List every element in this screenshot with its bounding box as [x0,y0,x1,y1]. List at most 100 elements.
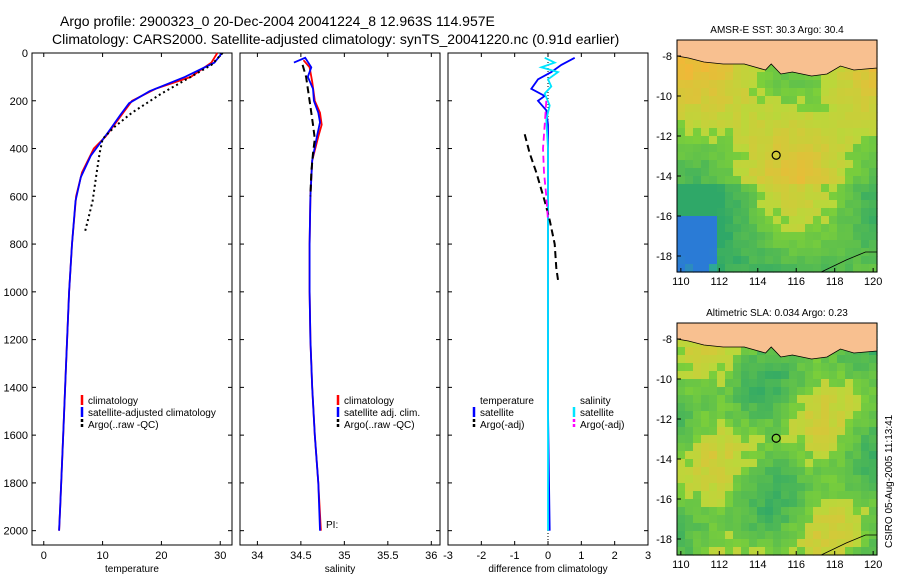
sst-lon-label: 120 [864,276,882,288]
sla-cell [725,411,734,420]
sla-cell [821,507,830,516]
sla-cell [701,355,710,364]
sla-cell [749,435,758,444]
sla-cell [781,531,790,540]
sla-cell [749,379,758,388]
sst-cell [749,104,758,113]
sst-cell [757,96,766,105]
sla-cell [741,403,750,412]
sst-map-title: AMSR-E SST: 30.3 Argo: 30.4 [710,25,844,36]
sst-cell [709,88,718,97]
sst-cell [837,144,846,153]
sst-cell [757,128,766,137]
sst-cell [749,128,758,137]
sla-cell [757,515,766,524]
salinity-annotation: PI: [326,520,338,531]
sla-cell [789,507,798,516]
sst-cell [797,184,806,193]
sst-cell [677,208,686,217]
difference-xtick-label: -1 [510,550,520,562]
sla-cell [709,347,718,356]
sla-cell [829,515,838,524]
sst-cell [757,232,766,241]
sst-cell [829,224,838,233]
sst-cell [789,184,798,193]
sla-cell [773,371,782,380]
sla-cell [861,459,870,468]
sst-cell [789,216,798,225]
sst-cell [845,176,854,185]
sla-cell [741,371,750,380]
sst-cell [717,208,726,217]
sla-cell [709,395,718,404]
sla-cell [805,467,814,476]
sst-cell [797,240,806,249]
sst-cell [709,256,718,265]
sla-cell [693,491,702,500]
depth-tick-label: 1600 [4,430,28,442]
sla-cell [821,435,830,444]
sst-cell [821,256,830,265]
sst-cell [869,168,878,177]
sst-cell [869,184,878,193]
sla-cell [781,467,790,476]
sla-cell [789,499,798,508]
sla-cell [797,371,806,380]
sla-cell [805,371,814,380]
sst-cell [797,72,806,81]
sst-cell [709,224,718,233]
sla-cell [773,411,782,420]
sla-cell [685,491,694,500]
sst-cell [789,160,798,169]
sst-cell [709,152,718,161]
sla-cell [685,547,694,556]
sla-cell [837,379,846,388]
temperature-panel: 0 10 20 30 temperature 0 200 400 600 800 1000 1200 1… [4,48,233,575]
sst-cell [773,72,782,81]
sla-cell [717,467,726,476]
sst-cell [781,168,790,177]
sst-cell [773,160,782,169]
sst-cell [829,136,838,145]
sst-cell [677,216,686,225]
sst-cell [701,64,710,73]
sla-cell [741,515,750,524]
sst-cell [829,264,838,273]
sla-cell [685,443,694,452]
sla-cell [717,419,726,428]
sla-cell [813,395,822,404]
sst-cell [741,112,750,121]
sla-cell [821,467,830,476]
sla-cell [677,475,686,484]
sla-cell [741,451,750,460]
sla-cell [813,435,822,444]
sla-cell [765,403,774,412]
sst-cell [725,176,734,185]
sla-cell [797,459,806,468]
sla-cell [797,499,806,508]
sla-cell [701,523,710,532]
sla-cell [845,475,854,484]
sst-cell [821,120,830,129]
sla-cell [725,531,734,540]
sst-cell [805,152,814,161]
sla-cell [861,419,870,428]
sst-cell [805,248,814,257]
sst-cell [765,224,774,233]
sla-cell [869,427,878,436]
sla-cell [725,539,734,548]
sst-cell [709,264,718,273]
sla-cell [837,419,846,428]
sla-cell [725,435,734,444]
sla-cell [733,531,742,540]
sla-cell [861,475,870,484]
sla-cell [717,515,726,524]
sst-cell [805,216,814,225]
sla-cell [677,387,686,396]
sla-cell [781,523,790,532]
sst-cell [837,64,846,73]
sst-cell [797,96,806,105]
sla-cell [733,371,742,380]
sla-cell [853,451,862,460]
sst-cell [797,160,806,169]
